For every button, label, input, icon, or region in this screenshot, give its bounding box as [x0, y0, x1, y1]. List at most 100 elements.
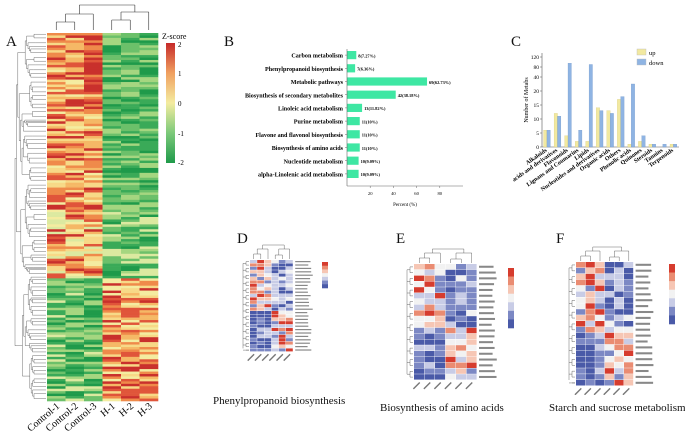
heatmap-cell	[47, 207, 66, 210]
data-label: 11(10%)	[362, 133, 378, 138]
heatmap-cell	[84, 128, 103, 132]
heatmap-cell	[286, 348, 293, 352]
heatmap-cell	[121, 226, 140, 230]
bar-up	[627, 144, 632, 148]
heatmap-cell	[445, 327, 456, 334]
heatmap-cell	[278, 348, 286, 352]
category-label: Nucleotide metabolism	[284, 159, 343, 165]
heatmap-cell	[139, 167, 159, 171]
heatmap-cell	[286, 277, 293, 280]
heatmap-cell	[139, 310, 159, 313]
heatmap-cell	[102, 393, 122, 397]
heatmap-cell	[84, 94, 103, 98]
heatmap-cell	[65, 226, 85, 230]
heatmap-cell	[65, 37, 85, 41]
heatmap-cell	[250, 273, 257, 277]
heatmap-cell	[47, 136, 66, 139]
row-label-marker	[295, 332, 312, 334]
heatmap-cell	[271, 266, 279, 270]
row-label-marker	[479, 341, 493, 344]
heatmap-cell	[65, 253, 85, 257]
row-label-marker	[479, 306, 494, 309]
heatmap-cell	[121, 256, 140, 260]
heatmap-cell	[139, 187, 159, 191]
heatmap-cell	[278, 311, 286, 314]
heatmap-cell	[84, 374, 103, 377]
heatmap-cell	[614, 350, 624, 356]
heatmap-cell	[585, 362, 595, 368]
heatmap-cell	[139, 101, 159, 105]
y-tick-label: 20	[534, 89, 540, 95]
heatmap-cell	[47, 302, 66, 306]
heatmap-cell	[139, 143, 159, 147]
heatmap-cell	[466, 345, 477, 351]
heatmap-cell	[102, 128, 122, 132]
dendrogram-left-a	[14, 34, 46, 399]
heatmap-cell	[47, 158, 66, 161]
heatmap-cell	[121, 275, 140, 279]
heatmap-cell	[271, 300, 279, 304]
heatmap-cell	[121, 290, 140, 294]
heatmap-cell	[47, 221, 66, 225]
bar-down	[546, 130, 551, 148]
heatmap-cell	[84, 307, 103, 311]
data-label: 42(38.18%)	[398, 93, 420, 98]
heatmap-cell	[278, 307, 286, 311]
heatmap-cell	[271, 277, 279, 280]
heatmap-cell	[65, 246, 85, 250]
heatmap-cell	[456, 304, 467, 310]
heatmap-cell	[121, 253, 140, 257]
heatmap-cell	[65, 349, 85, 353]
heatmap-cell	[624, 362, 634, 368]
heatmap-cell	[47, 37, 66, 41]
heatmap-cell	[614, 362, 624, 368]
heatmap-cell	[102, 386, 122, 390]
heatmap-cell	[257, 263, 264, 267]
heatmap-cell	[435, 362, 446, 368]
heatmap-cell	[65, 197, 85, 201]
heatmap-cell	[445, 339, 456, 345]
heatmap-cell	[595, 291, 605, 297]
y-tick-label: 120	[531, 55, 540, 61]
bar-down	[567, 63, 572, 148]
heatmap-cell	[585, 321, 595, 327]
heatmap-cell	[102, 79, 122, 83]
heatmap-cell	[47, 332, 66, 336]
heatmap-cell	[624, 344, 634, 351]
heatmap-cell	[84, 37, 103, 41]
heatmap-cell	[614, 303, 624, 309]
heatmap-cell	[84, 91, 103, 95]
heatmap-cell	[65, 275, 85, 279]
heatmap-cell	[286, 287, 293, 291]
heatmap-cell	[65, 312, 85, 316]
heatmap-cell	[102, 376, 122, 380]
heatmap-cell	[271, 328, 279, 331]
heatmap-cell	[84, 248, 103, 252]
bar	[347, 156, 359, 165]
heatmap-cell	[65, 234, 85, 237]
heatmap-cell	[595, 262, 605, 268]
heatmap-cell	[271, 260, 279, 263]
heatmap-cell	[65, 165, 85, 169]
heatmap-cell	[585, 338, 595, 345]
heatmap-cell	[414, 281, 425, 287]
heatmap-cell	[102, 300, 122, 304]
heatmap-cell	[121, 91, 140, 95]
y-tick-label: 15	[534, 103, 540, 109]
heatmap-cell	[121, 236, 140, 240]
heatmap-cell	[121, 148, 140, 152]
heatmap-cell	[121, 347, 140, 350]
heatmap-cell	[121, 55, 140, 58]
y-tick-label: 10	[534, 117, 540, 123]
heatmap-cell	[257, 311, 264, 314]
data-label: 8(7.27%)	[358, 53, 376, 58]
heatmap-cell	[102, 153, 122, 156]
heatmap-cell	[466, 327, 477, 334]
heatmap-cell	[47, 175, 66, 179]
heatmap-cell	[576, 303, 586, 309]
heatmap-cell	[47, 388, 66, 392]
data-label: 11(10%)	[362, 146, 378, 151]
heatmap-cell	[47, 109, 66, 112]
zscore-tick: 2	[178, 41, 182, 49]
heatmap-cell	[102, 366, 122, 370]
